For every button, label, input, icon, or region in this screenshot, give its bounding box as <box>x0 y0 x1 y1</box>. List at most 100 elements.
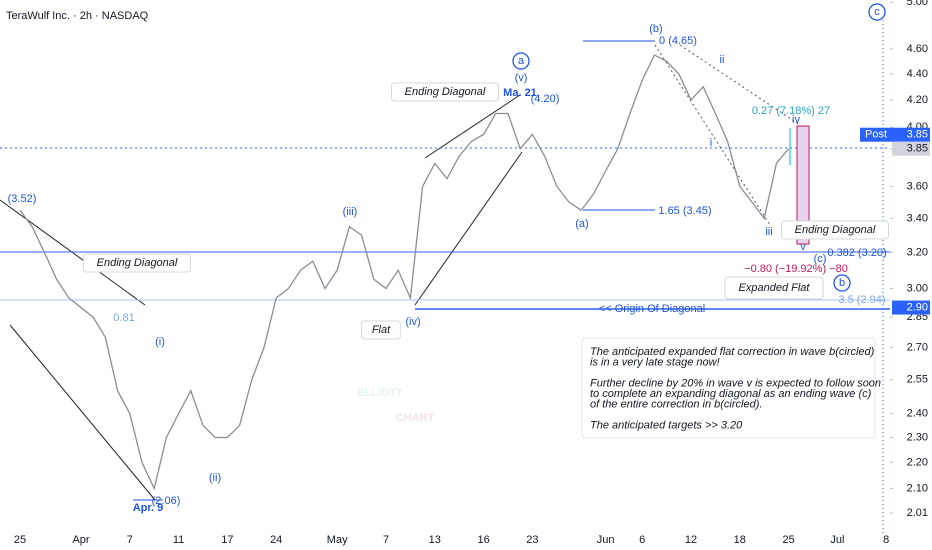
label-box <box>724 276 824 300</box>
annotation: c <box>874 6 880 18</box>
note-line: The anticipated targets >> 3.20 <box>590 419 743 431</box>
y-tick-label: 2.01 <box>907 507 928 519</box>
annotation: Apr. 9 <box>133 502 164 514</box>
annotation: Flat <box>372 324 391 336</box>
y-tick-label: 2.55 <box>907 374 928 386</box>
y-tick-label: 5.00 <box>907 0 928 8</box>
y-tick-label: 3.20 <box>907 246 928 258</box>
y-tick-label: 2.10 <box>907 482 928 494</box>
annotation: 0.81 <box>113 312 134 324</box>
note-line: is in a very late stage now! <box>590 356 720 368</box>
price-line-series <box>19 54 790 491</box>
annotation: (i) <box>155 336 165 348</box>
x-tick-label: 17 <box>221 534 233 546</box>
annotation: v <box>800 241 806 253</box>
annotation: Expanded Flat <box>739 282 811 294</box>
x-tick-label: 13 <box>429 534 441 546</box>
wave-circle <box>833 274 851 292</box>
x-tick-label: 7 <box>383 534 389 546</box>
annotation: (2.06) <box>152 495 181 507</box>
annotation: i <box>710 137 712 149</box>
trend-line <box>414 151 523 306</box>
x-tick-label: May <box>327 534 348 546</box>
annotation: Ending Diagonal <box>97 257 178 269</box>
note-line: to complete an expanding diagonal as an … <box>590 388 872 400</box>
annotation: << Origin Of Diagonal <box>599 303 705 315</box>
annotation: (c) <box>814 253 827 265</box>
drawings <box>0 20 890 535</box>
note-line: The anticipated expanded flat correction… <box>590 346 875 358</box>
annotation: Ending Diagonal <box>405 86 486 98</box>
price-label: 2.90 <box>907 301 928 313</box>
wave-circle <box>512 52 530 70</box>
price-label: 3.85 <box>907 129 928 141</box>
x-tick-label: 16 <box>477 534 489 546</box>
x-tick-label: Apr <box>72 534 89 546</box>
annotation: 3.5 (2.94) <box>838 294 885 306</box>
annotation: 0.27 (7.18%) 27 <box>752 105 830 117</box>
annotation: a <box>518 55 525 67</box>
y-tick-label: 3.40 <box>907 212 928 224</box>
note-line: Further decline by 20% in wave v is expe… <box>590 377 881 389</box>
y-tick-label: 4.60 <box>907 43 928 55</box>
annotation: (b) <box>649 23 662 35</box>
y-tick-label: 3.00 <box>907 282 928 294</box>
price-axis <box>890 0 932 550</box>
annotation: Ma. 21 <box>503 87 537 99</box>
annotation: ELLIOTT <box>357 387 403 399</box>
annotation: b <box>839 277 845 289</box>
x-tick-label: 6 <box>639 534 645 546</box>
label-box <box>361 320 401 340</box>
price-label-box <box>892 141 930 156</box>
x-tick-label: Jul <box>830 534 844 546</box>
price-label-box <box>892 300 930 315</box>
y-tick-label: 2.70 <box>907 342 928 354</box>
label-box <box>83 253 191 273</box>
x-tick-label: 25 <box>782 534 794 546</box>
wave-circle <box>868 3 886 21</box>
annotation: (a) <box>575 218 588 230</box>
x-tick-label: 23 <box>526 534 538 546</box>
x-tick-label: 24 <box>270 534 282 546</box>
price-label: 3.85 <box>907 143 928 155</box>
annotation: (iii) <box>343 206 358 218</box>
x-tick-label: 18 <box>734 534 746 546</box>
annotation: (3.52) <box>8 193 37 205</box>
annotation: 0.382 (3.20) <box>827 247 886 259</box>
x-tick-label: Jun <box>597 534 615 546</box>
annotation: (ii) <box>209 472 221 484</box>
x-tick-label: 12 <box>685 534 697 546</box>
y-tick-label: 3.60 <box>907 180 928 192</box>
y-tick-label: 2.40 <box>907 408 928 420</box>
y-tick-label: 4.40 <box>907 68 928 80</box>
annotation: ii <box>720 54 725 66</box>
annotation: −0.80 (−19.92%) −80 <box>744 263 848 275</box>
trend-line <box>9 324 156 501</box>
annotation: CHART <box>396 412 435 424</box>
channel-line <box>679 44 801 126</box>
annotation: 1.65 (3.45) <box>658 205 711 217</box>
annotation: (4.20) <box>531 93 560 105</box>
annotation: Ending Diagonal <box>795 224 876 236</box>
label-box <box>391 82 499 102</box>
x-tick-label: 7 <box>127 534 133 546</box>
y-tick-label: 4.20 <box>907 94 928 106</box>
annotation: 0 (4.65) <box>659 35 697 47</box>
price-label-name: Post <box>865 129 887 141</box>
annotation: iii <box>765 226 772 238</box>
y-tick-label: 2.30 <box>907 431 928 443</box>
x-tick-label: 8 <box>883 534 889 546</box>
note-box <box>581 337 876 439</box>
note-line: of the entire correction in b(circled). <box>590 398 762 410</box>
annotation: iv <box>792 114 800 126</box>
y-tick-label: 2.20 <box>907 456 928 468</box>
channel-line <box>654 44 771 226</box>
x-tick-label: 25 <box>14 534 26 546</box>
chart-title: TeraWulf Inc. · 2h · NASDAQ <box>6 10 149 22</box>
label-box <box>781 220 889 240</box>
projection-box <box>796 125 810 245</box>
x-tick-label: 11 <box>173 534 184 546</box>
annotation: (v) <box>515 72 528 84</box>
price-label-box <box>860 127 930 142</box>
